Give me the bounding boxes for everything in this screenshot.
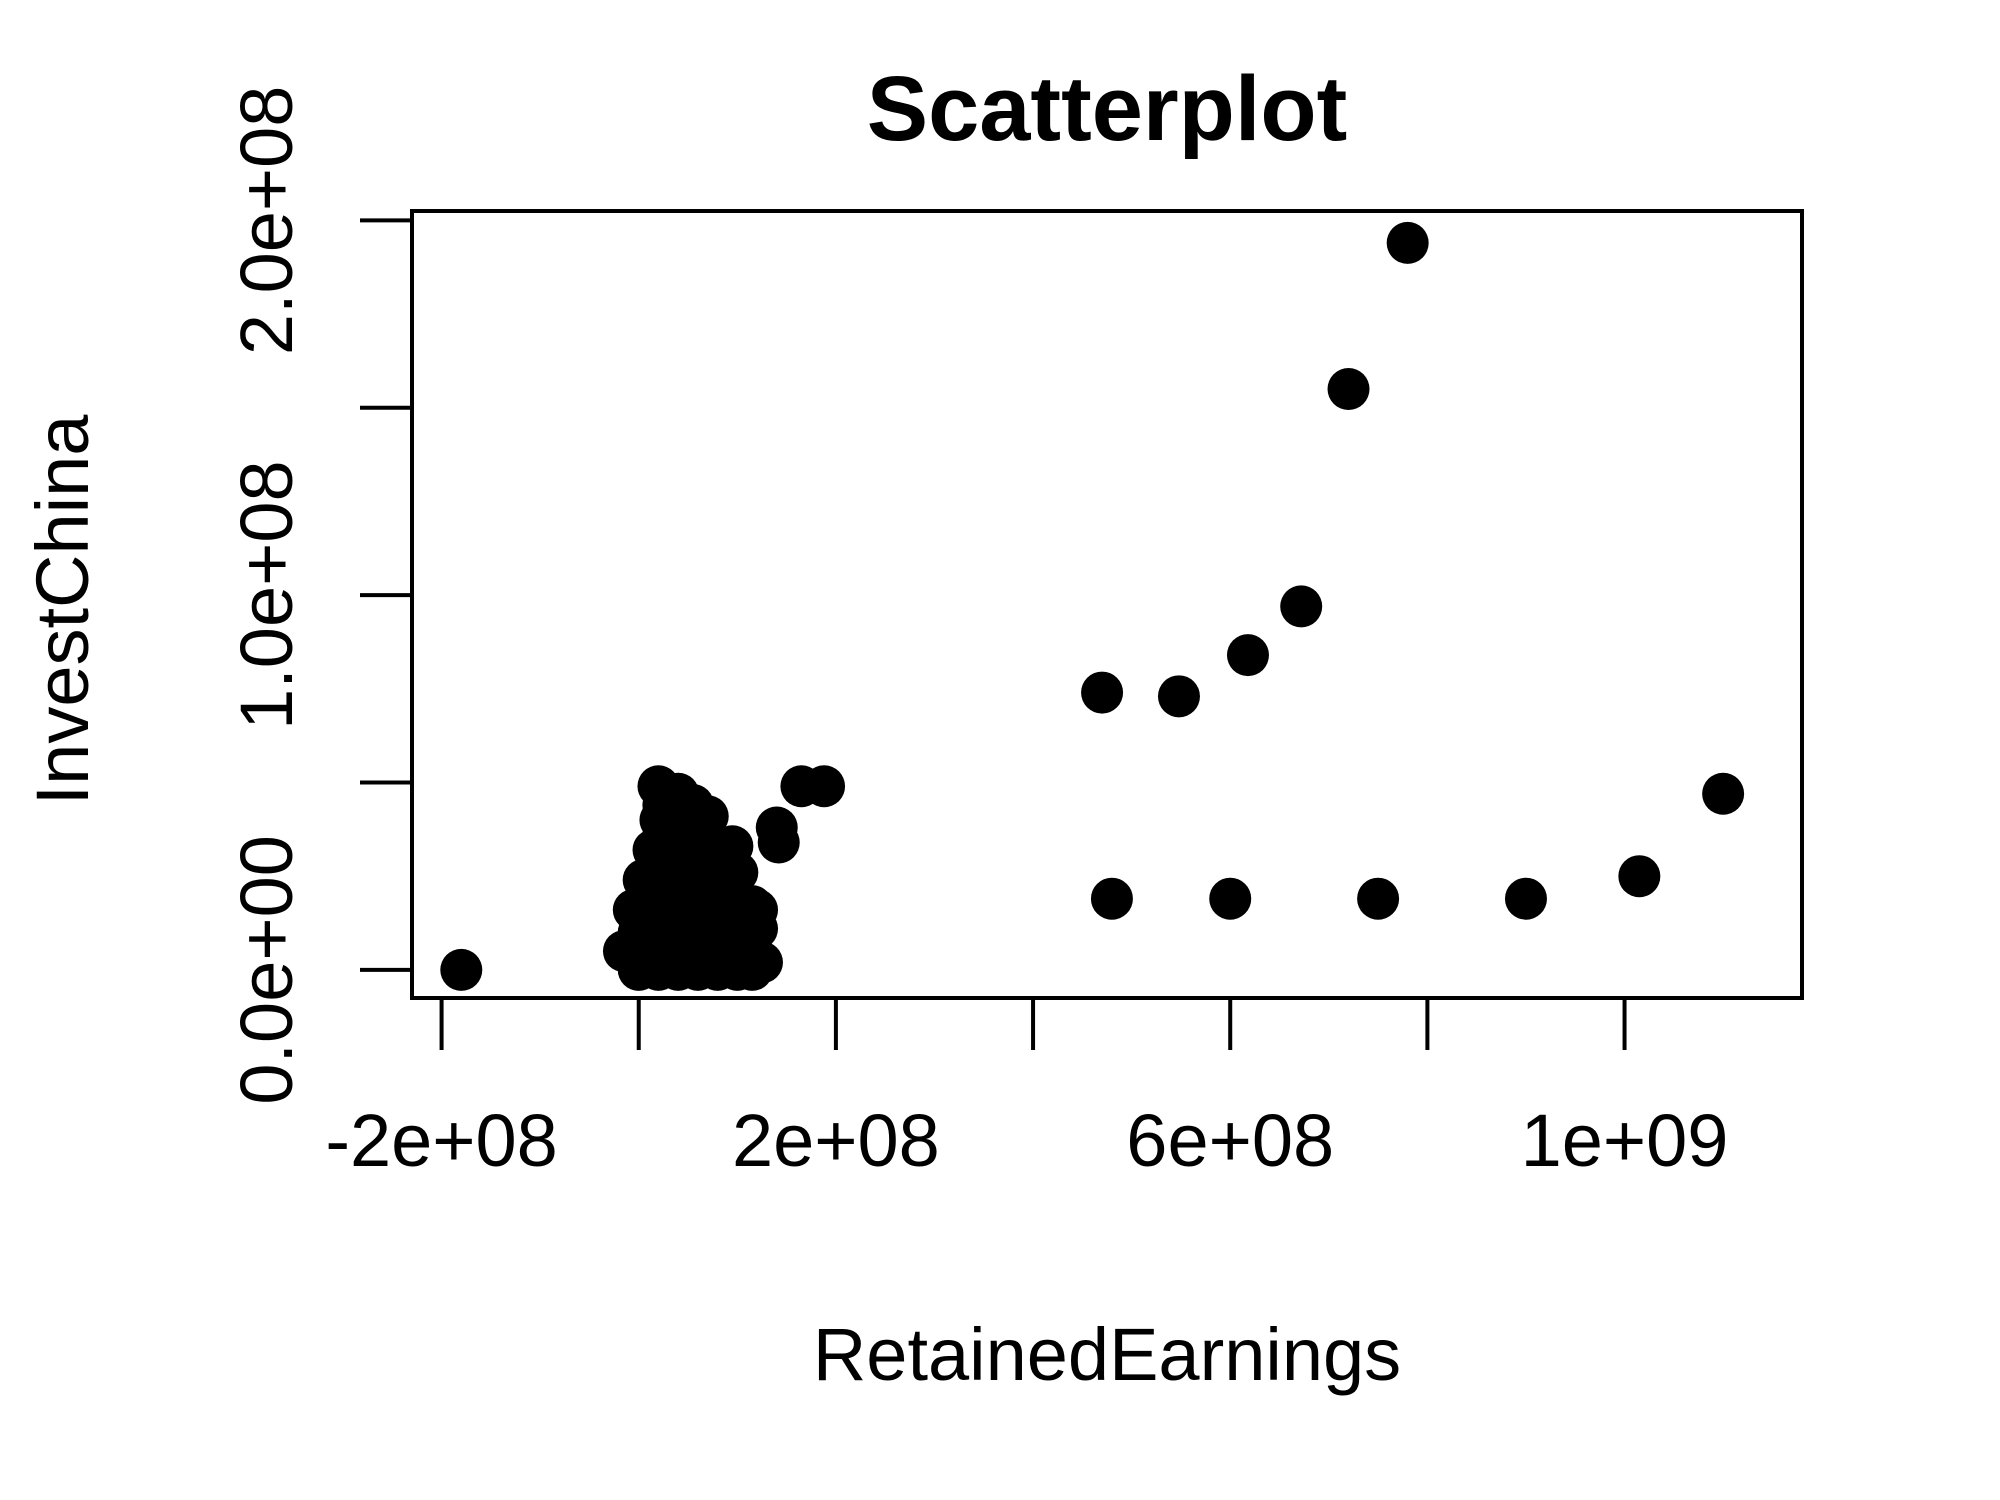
data-point <box>1081 671 1124 714</box>
data-point <box>1386 221 1429 264</box>
y-tick-label: 2.0e+08 <box>225 86 308 356</box>
data-point <box>1504 877 1547 920</box>
y-tick-label: 0.0e+00 <box>225 835 308 1105</box>
x-axis: -2e+08 2e+08 6e+08 1e+09 <box>325 998 1728 1182</box>
data-point <box>1327 368 1370 411</box>
data-point <box>1702 772 1745 815</box>
data-point <box>627 903 670 946</box>
data-point <box>803 765 846 808</box>
x-tick-label: 1e+09 <box>1521 1099 1729 1182</box>
data-point <box>440 948 483 991</box>
data-point <box>686 915 729 958</box>
y-axis: 0.0e+00 1.0e+08 2.0e+08 <box>225 86 412 1105</box>
data-point <box>721 945 764 988</box>
x-tick-label: 2e+08 <box>732 1099 940 1182</box>
data-point <box>1357 877 1400 920</box>
y-axis-label: InvestChina <box>21 414 104 806</box>
data-point <box>1280 585 1323 628</box>
data-point <box>757 821 800 864</box>
x-axis-label: RetainedEarnings <box>813 1313 1401 1396</box>
data-point <box>642 813 685 856</box>
y-tick-label: 1.0e+08 <box>225 460 308 730</box>
data-point <box>1226 634 1269 677</box>
data-point <box>716 851 759 894</box>
data-points <box>440 221 1745 991</box>
data-point <box>1090 877 1133 920</box>
data-point <box>1618 855 1661 898</box>
x-tick-label: -2e+08 <box>325 1099 557 1182</box>
data-point <box>1157 675 1200 718</box>
x-tick-label: 6e+08 <box>1126 1099 1334 1182</box>
chart-title: Scatterplot <box>867 58 1348 160</box>
plot-frame <box>410 209 1804 1000</box>
data-point <box>736 888 779 931</box>
data-point <box>1209 877 1252 920</box>
